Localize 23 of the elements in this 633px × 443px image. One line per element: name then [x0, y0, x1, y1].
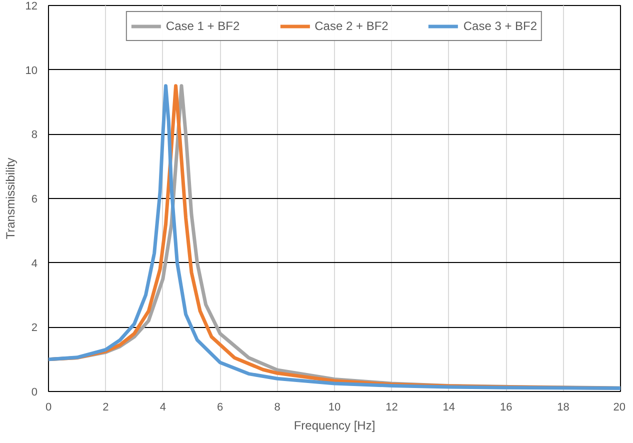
- x-tick-label: 6: [217, 402, 224, 414]
- legend-label: Case 3 + BF2: [463, 19, 538, 33]
- x-tick-label: 14: [442, 402, 456, 414]
- x-axis-title: Frequency [Hz]: [294, 418, 376, 432]
- legend-label: Case 1 + BF2: [166, 19, 240, 33]
- x-tick-label: 8: [274, 402, 280, 414]
- x-tick-label: 10: [328, 402, 341, 414]
- x-tick-label: 12: [386, 402, 398, 414]
- legend-label: Case 2 + BF2: [314, 19, 388, 33]
- x-tick-label: 0: [45, 402, 52, 414]
- x-tick-label: 18: [557, 402, 570, 414]
- y-tick-label: 4: [31, 258, 38, 270]
- y-tick-label: 2: [31, 322, 38, 334]
- y-tick-label: 8: [31, 129, 38, 142]
- y-tick-label: 12: [25, 0, 38, 12]
- x-tick-label: 4: [160, 402, 166, 414]
- y-tick-label: 0: [31, 386, 38, 398]
- x-tick-label: 20: [613, 402, 626, 414]
- y-tick-label: 10: [25, 64, 38, 77]
- y-tick-label: 6: [31, 194, 38, 206]
- x-tick-label: 2: [102, 402, 109, 414]
- y-axis-title: Transmissibility: [3, 158, 18, 240]
- x-tick-label: 16: [500, 402, 512, 414]
